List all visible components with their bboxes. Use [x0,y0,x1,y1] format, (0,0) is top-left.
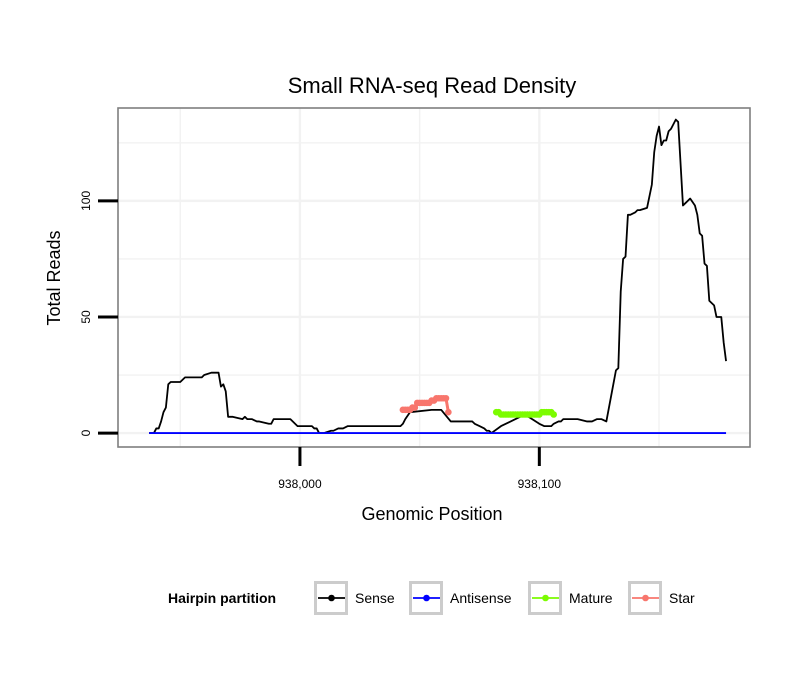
legend-key-point [642,594,649,602]
x-tick-label: 938,100 [518,477,562,491]
legend-label: Sense [355,590,395,606]
mature-point [550,411,557,418]
series-star [399,394,452,416]
legend-key-point [542,594,549,602]
legend-key-point [328,594,335,602]
legend-entry-antisense: Antisense [409,581,512,615]
legend-entries: Sense Antisense Mature Star [314,581,695,615]
star-point [442,394,450,402]
chart-title: Small RNA-seq Read Density [288,73,577,98]
legend-entry-mature: Mature [528,581,613,615]
legend-key-point [423,594,430,602]
y-axis: 0 50 100 [79,191,118,436]
series-layer [149,118,727,434]
legend-label: Star [669,590,695,606]
star-point [445,408,452,416]
plot-panel [117,107,751,448]
plot-border [117,107,751,448]
sense-line [149,118,727,434]
legend-entry-sense: Sense [314,581,395,615]
legend-entry-star: Star [628,581,695,615]
legend: Hairpin partition Sense Antisense Mature St… [168,581,695,615]
y-tick-label: 0 [79,429,93,436]
legend-label: Antisense [450,590,512,606]
legend-label: Mature [569,590,613,606]
x-tick-label: 938,000 [278,477,322,491]
y-tick-label: 50 [79,310,93,324]
series-sense [149,118,727,434]
x-axis: 938,000 938,100 [278,447,561,491]
x-axis-title: Genomic Position [361,504,502,524]
y-axis-title: Total Reads [44,230,64,325]
series-mature [492,408,557,418]
plot-background [118,108,750,447]
y-tick-label: 100 [79,191,93,211]
gridlines [118,108,750,447]
legend-title: Hairpin partition [168,590,276,606]
